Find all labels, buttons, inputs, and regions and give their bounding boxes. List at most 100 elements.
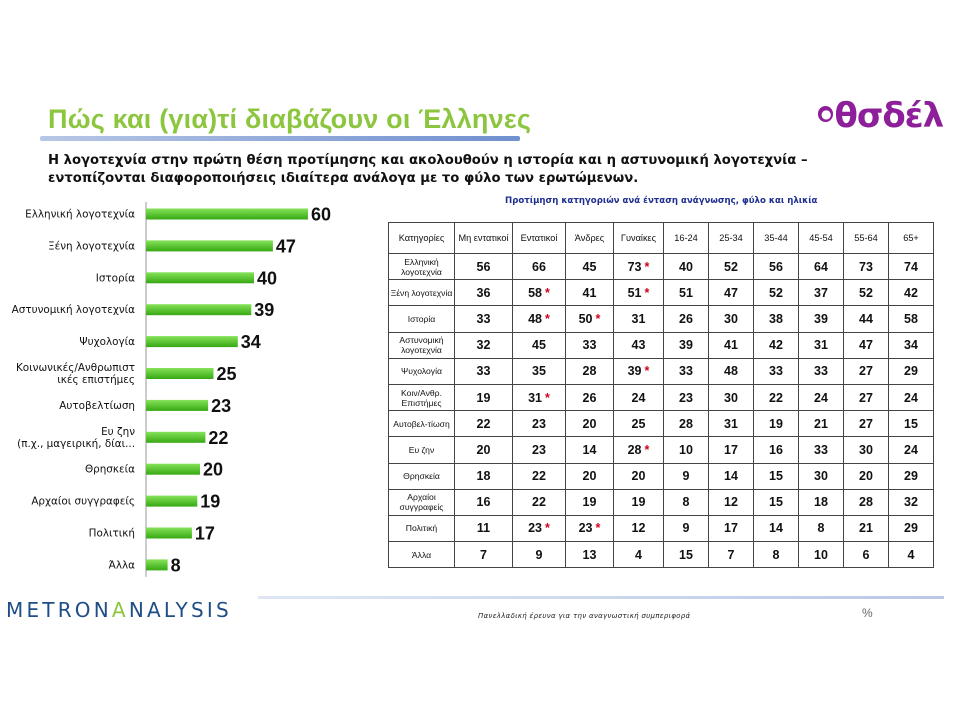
table-cell: 52 xyxy=(708,252,754,281)
cell-value: 29 xyxy=(904,469,918,484)
cell-value: 29 xyxy=(904,364,918,379)
cell-value: 9 xyxy=(682,469,690,484)
table-row: Αστυνομική λογοτεχνία 32 45 33 43 39 41 42 31 47 3… xyxy=(388,331,934,359)
row-label: Αυτοβελ-τίωση xyxy=(388,410,455,438)
row-label: Πολιτική xyxy=(388,514,455,543)
table-cell: 74 xyxy=(888,252,934,281)
category-label-line: ικές επιστήμες xyxy=(57,374,135,386)
bar xyxy=(146,240,273,252)
cell-value: 52 xyxy=(859,285,873,300)
table-row: Πολιτική 11 23 * 23 * 12 9 17 14 8 21 29 xyxy=(388,514,934,543)
table-cell: 40 xyxy=(663,252,709,281)
table-cell: 45 xyxy=(512,331,566,359)
bar-value-label: 22 xyxy=(208,428,228,448)
table-cell: 20 xyxy=(613,462,664,490)
table-body: Ελληνική λογοτεχνία 56 66 45 73 * 40 52 56 64 73 74… xyxy=(388,252,934,569)
cell-value: 44 xyxy=(859,311,873,326)
significance-star-icon: * xyxy=(644,259,650,274)
column-header: 35-44 xyxy=(753,222,799,254)
cell-value: 47 xyxy=(724,285,738,300)
table-cell: 23 * xyxy=(565,514,614,543)
logo-text: θσδέλ xyxy=(834,96,944,136)
cell-value: 23 xyxy=(679,390,693,405)
table-row: Θρησκεία 18 22 20 20 9 14 15 30 20 29 xyxy=(388,462,934,490)
cell-value: 24 xyxy=(631,390,646,405)
table-cell: 26 xyxy=(565,383,614,412)
cell-value: 48 xyxy=(724,364,738,379)
cell-value: 73 xyxy=(627,259,642,274)
row-label: Ελληνική λογοτεχνία xyxy=(388,252,455,281)
cell-value: 21 xyxy=(859,521,873,536)
table-cell: 27 xyxy=(843,410,889,438)
category-label-line: Κοινωνικές/Ανθρωπιστ xyxy=(16,362,135,374)
bar xyxy=(146,336,238,348)
bar xyxy=(146,463,200,475)
cell-value: 15 xyxy=(769,469,783,484)
cell-value: 66 xyxy=(532,259,546,274)
cell-value: 28 xyxy=(679,416,693,431)
cell-value: 25 xyxy=(631,416,646,431)
bar xyxy=(146,559,168,571)
table-cell: 73 xyxy=(843,252,889,281)
table-cell: 15 xyxy=(753,488,799,516)
cell-value: 9 xyxy=(535,547,543,562)
table-cell: 22 xyxy=(512,488,566,516)
significance-star-icon: * xyxy=(595,311,601,326)
cell-value: 51 xyxy=(627,285,642,300)
table-cell: 10 xyxy=(663,436,709,464)
table-cell: 28 xyxy=(843,488,889,516)
table-cell: 50 * xyxy=(565,305,614,333)
table-row: Ελληνική λογοτεχνία 56 66 45 73 * 40 52 56 64 73 74 xyxy=(388,252,934,281)
table-cell: 41 xyxy=(708,331,754,359)
table-cell: 11 xyxy=(454,514,513,543)
table-cell: 27 xyxy=(843,357,889,385)
table-cell: 35 xyxy=(512,357,566,385)
column-header: 55-64 xyxy=(843,222,889,254)
table-cell: 48 * xyxy=(512,305,566,333)
footer-percent-icon: % xyxy=(862,606,873,620)
category-label: Ψυχολογία xyxy=(79,336,135,348)
table-row: Ευ ζην 20 23 14 28 * 10 17 16 33 30 24 xyxy=(388,436,934,464)
column-header: Άνδρες xyxy=(565,222,614,254)
bar xyxy=(146,399,209,411)
cell-value: 23 xyxy=(528,521,543,536)
cell-value: 41 xyxy=(582,285,597,300)
cell-value: 30 xyxy=(814,469,828,484)
cell-value: 58 xyxy=(528,285,543,300)
cell-value: 12 xyxy=(724,495,738,510)
table-cell: 32 xyxy=(454,331,513,359)
table-row: Ψυχολογία 33 35 28 39 * 33 48 33 33 27 29 xyxy=(388,357,934,385)
table-row: Αρχαίοι συγγραφείς 16 22 19 19 8 12 15 18 28 32 xyxy=(388,488,934,516)
cell-value: 24 xyxy=(904,442,918,457)
table-cell: 29 xyxy=(888,462,934,490)
table-cell: 36 xyxy=(454,279,513,307)
table-cell: 21 xyxy=(798,410,844,438)
cell-value: 31 xyxy=(724,416,738,431)
table-cell: 29 xyxy=(888,514,934,543)
table-cell: 23 * xyxy=(512,514,566,543)
cell-value: 22 xyxy=(769,390,783,405)
table-cell: 29 xyxy=(888,357,934,385)
table-cell: 28 * xyxy=(613,436,664,464)
table-cell: 16 xyxy=(454,488,513,516)
significance-star-icon: * xyxy=(545,390,550,405)
cell-value: 23 xyxy=(578,521,593,536)
column-header: Εντατικοί xyxy=(512,222,566,254)
table-cell: 15 xyxy=(663,541,709,569)
cell-value: 24 xyxy=(904,390,918,405)
cell-value: 33 xyxy=(814,364,828,379)
table-header-row: Κατηγορίες Μη εντατικοί Εντατικοί Άνδρες Γυν… xyxy=(388,222,934,254)
cell-value: 40 xyxy=(679,259,693,274)
cell-value: 19 xyxy=(476,390,491,405)
category-label: Ξένη λογοτεχνία xyxy=(48,240,135,252)
category-label-line: Πολιτική xyxy=(89,528,135,540)
cell-value: 39 xyxy=(679,338,693,353)
brand-logo: ● θσδέλ xyxy=(818,96,944,136)
table-cell: 47 xyxy=(843,331,889,359)
table-cell: 28 xyxy=(565,357,614,385)
bar-value-label: 34 xyxy=(241,332,261,352)
table-cell: 30 xyxy=(708,383,754,412)
cell-value: 7 xyxy=(727,547,735,562)
category-label-line: Αστυνομική λογοτεχνία xyxy=(12,304,135,316)
